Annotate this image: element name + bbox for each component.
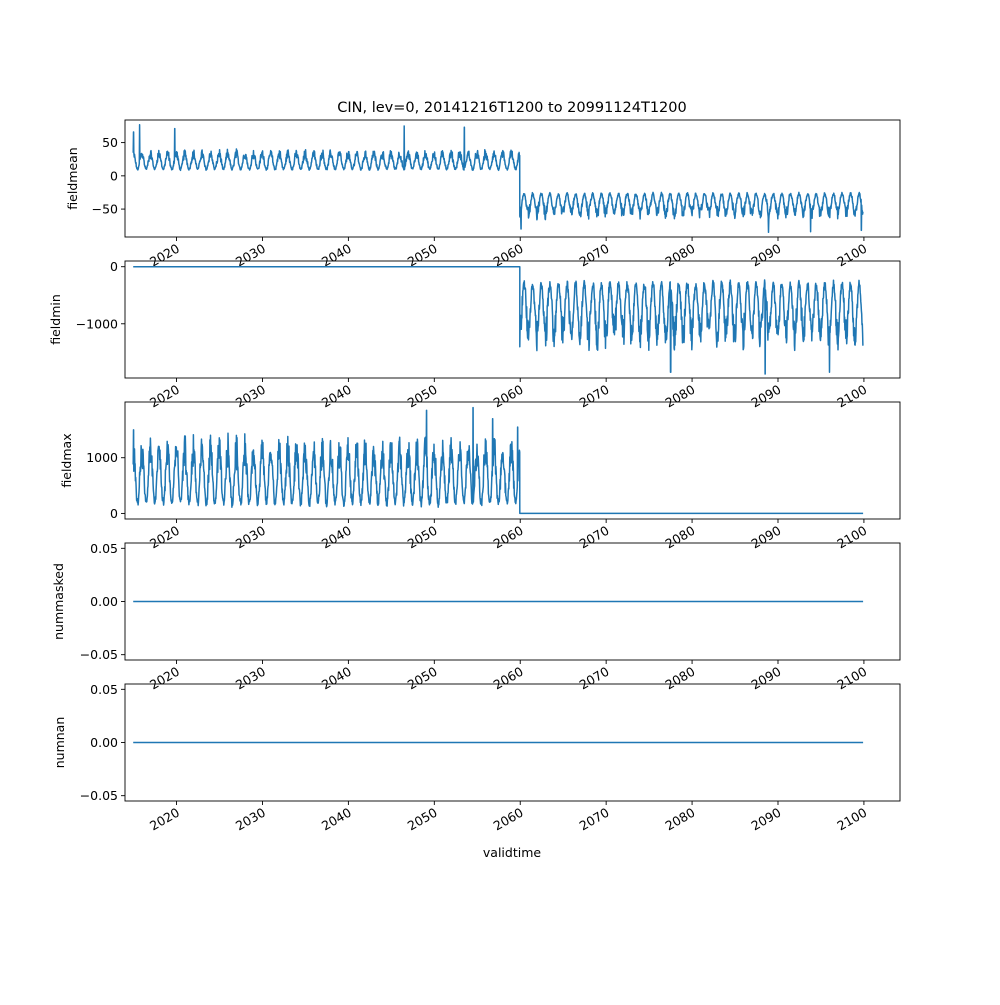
x-tick-label: 2060	[491, 241, 526, 270]
x-tick-label: 2020	[147, 805, 182, 834]
y-axis-label: numnan	[52, 717, 67, 769]
y-tick-label: −50	[92, 202, 118, 217]
x-tick-label: 2100	[834, 664, 869, 693]
panel-numnan: numnan 0.05 0.00 −0.05 2020 2030 2040 2050 2060 2…	[52, 682, 901, 834]
x-tick-label: 2100	[834, 241, 869, 270]
panel-fieldmax: fieldmax 1000 0 2020 2030 2040 2050 2060 2070 208…	[59, 401, 901, 552]
x-tick-label: 2030	[233, 382, 268, 411]
y-tick-label: 0.00	[90, 735, 118, 750]
x-tick-label: 2030	[233, 523, 268, 552]
x-tick-label: 2040	[319, 523, 354, 552]
y-axis-label: fieldmean	[65, 147, 80, 209]
x-tick-label: 2030	[233, 805, 268, 834]
x-tick-label: 2080	[663, 805, 698, 834]
x-tick-label: 2050	[405, 664, 440, 693]
panel-nummasked: nummasked 0.05 0.00 −0.05 2020 2030 2040 2050 20…	[51, 541, 901, 693]
y-tick-label: −1000	[76, 316, 118, 331]
x-tick-label: 2030	[233, 241, 268, 270]
x-tick-label: 2050	[405, 241, 440, 270]
x-tick-label: 2090	[748, 664, 783, 693]
x-tick-label: 2070	[577, 382, 612, 411]
x-tick-label: 2100	[834, 523, 869, 552]
panels: fieldmean 50 0 −50 2020 2030 2040 2050 2060 2070 2…	[48, 119, 901, 834]
x-tick-label: 2020	[147, 523, 182, 552]
x-tick-label: 2070	[577, 805, 612, 834]
x-tick-label: 2060	[491, 523, 526, 552]
y-tick-label: 50	[102, 135, 118, 150]
x-tick-label: 2020	[147, 241, 182, 270]
x-tick-label: 2080	[663, 382, 698, 411]
plot-frame	[124, 260, 901, 379]
x-tick-label: 2070	[577, 241, 612, 270]
x-tick-label: 2100	[834, 382, 869, 411]
x-tick-label: 2040	[319, 241, 354, 270]
x-tick-label: 2060	[491, 805, 526, 834]
x-tick-label: 2090	[748, 241, 783, 270]
y-axis-label: fieldmax	[59, 433, 74, 487]
x-tick-label: 2080	[663, 523, 698, 552]
x-tick-label: 2040	[319, 664, 354, 693]
y-tick-label: 0.00	[90, 594, 118, 609]
y-tick-label: 0	[110, 259, 118, 274]
x-tick-label: 2070	[577, 523, 612, 552]
series-line	[133, 265, 864, 375]
x-tick-label: 2050	[405, 805, 440, 834]
x-tick-label: 2080	[663, 241, 698, 270]
series-line	[132, 406, 864, 515]
chart-title: CIN, lev=0, 20141216T1200 to 20991124T12…	[337, 100, 687, 116]
y-tick-label: 0.05	[90, 541, 118, 556]
y-tick-label: 0	[110, 506, 118, 521]
y-tick-label: −0.05	[80, 647, 118, 662]
plot-frame	[124, 542, 901, 661]
x-tick-label: 2050	[405, 382, 440, 411]
plot-frame	[124, 119, 901, 238]
x-tick-label: 2090	[748, 382, 783, 411]
x-tick-label: 2040	[319, 382, 354, 411]
x-tick-label: 2070	[577, 664, 612, 693]
y-tick-label: −0.05	[80, 788, 118, 803]
x-tick-label: 2020	[147, 664, 182, 693]
series-line	[132, 123, 864, 234]
y-axis-label: fieldmin	[48, 294, 63, 345]
x-tick-label: 2090	[748, 523, 783, 552]
y-axis-label: nummasked	[51, 563, 66, 640]
x-tick-label: 2080	[663, 664, 698, 693]
x-tick-label: 2050	[405, 523, 440, 552]
x-tick-label: 2020	[147, 382, 182, 411]
panel-fieldmin: fieldmin 0 −1000 2020 2030 2040 2050 2060 2070 20…	[48, 259, 901, 411]
y-tick-label: 0	[110, 168, 118, 183]
x-tick-label: 2060	[491, 382, 526, 411]
x-tick-label: 2060	[491, 664, 526, 693]
x-tick-label: 2090	[748, 805, 783, 834]
panel-fieldmean: fieldmean 50 0 −50 2020 2030 2040 2050 2060 2070 2…	[65, 119, 901, 270]
x-tick-label: 2100	[834, 805, 869, 834]
x-tick-label: 2030	[233, 664, 268, 693]
y-tick-label: 1000	[86, 450, 118, 465]
plot-frame	[124, 401, 901, 520]
plot-frame	[124, 683, 901, 802]
y-tick-label: 0.05	[90, 682, 118, 697]
x-tick-label: 2040	[319, 805, 354, 834]
x-axis-label: validtime	[483, 845, 541, 860]
